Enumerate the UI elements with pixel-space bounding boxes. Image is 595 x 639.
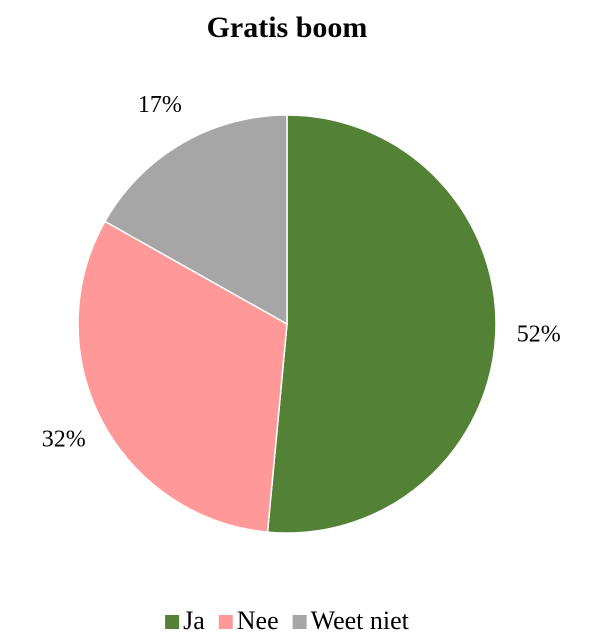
data-label: 17% bbox=[138, 92, 182, 118]
pie-slice bbox=[77, 220, 288, 533]
legend-swatch bbox=[165, 615, 180, 629]
data-label: 52% bbox=[517, 321, 561, 347]
legend-label: Weet niet bbox=[311, 606, 410, 635]
pie-slice bbox=[103, 114, 288, 326]
data-label: 32% bbox=[42, 426, 86, 452]
chart-title: Gratis boom bbox=[207, 11, 368, 44]
legend-swatch bbox=[218, 615, 233, 629]
legend-label: Nee bbox=[237, 606, 279, 635]
legend-swatch bbox=[292, 615, 307, 629]
pie-slice bbox=[266, 114, 497, 534]
legend-label: Ja bbox=[183, 606, 205, 635]
